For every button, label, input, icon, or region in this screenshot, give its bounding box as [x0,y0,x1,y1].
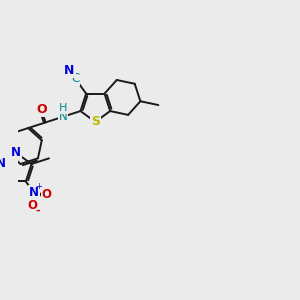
Text: N: N [0,157,6,170]
Text: N: N [58,110,68,123]
Text: O: O [27,199,37,212]
Text: H: H [59,103,67,113]
Text: N: N [29,186,39,199]
Text: +: + [36,182,43,191]
Text: C: C [71,72,80,85]
Text: O: O [36,103,46,116]
Text: N: N [64,64,75,77]
Text: O: O [42,188,52,201]
Text: S: S [91,116,100,128]
Text: -: - [36,206,40,216]
Text: N: N [11,146,21,159]
